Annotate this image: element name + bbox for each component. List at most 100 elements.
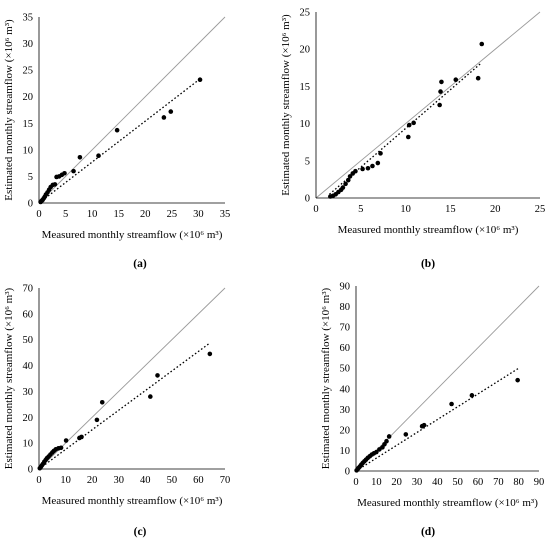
y-tick-label-3: 15: [23, 119, 34, 130]
chart-panel-3: 0 10 20 30 40 50 60 70 80 90 0 10 20 30 40 50 60 70 80 90 Me…: [320, 282, 544, 539]
y-tick-label-4: 40: [23, 361, 34, 372]
y-tick-label-0: 0: [305, 194, 310, 205]
y-tick-label-1: 10: [23, 439, 34, 450]
x-tick-label-1: 5: [63, 209, 68, 220]
y-tick-label-0: 0: [345, 467, 350, 478]
data-point-17: [94, 417, 100, 423]
x-tick-label-6: 60: [193, 475, 204, 486]
x-tick-label-3: 30: [412, 477, 423, 488]
x-tick-label-4: 20: [490, 204, 501, 215]
x-tick-label-8: 80: [513, 477, 524, 488]
trendline: [355, 367, 520, 472]
x-tick-label-7: 70: [493, 477, 504, 488]
data-point-20: [168, 109, 174, 114]
y-tick-label-3: 30: [23, 387, 34, 398]
x-tick-label-0: 0: [36, 475, 41, 486]
reference-line-1to1: [38, 16, 226, 204]
data-point-13: [58, 445, 64, 451]
data-point-21: [439, 79, 444, 85]
data-point-11: [360, 166, 365, 172]
x-tick-label-2: 20: [87, 475, 98, 486]
y-tick-label-2: 20: [340, 425, 351, 436]
x-tick-label-7: 35: [220, 209, 231, 220]
x-tick-label-5: 25: [167, 209, 178, 220]
y-axis-label: Estimated monthly streamflow (×10⁶ m³): [280, 14, 292, 196]
data-point-18: [114, 127, 120, 133]
data-point-21: [197, 77, 203, 83]
x-tick-label-6: 60: [473, 477, 484, 488]
data-point-10: [52, 182, 58, 187]
trendline: [38, 343, 210, 470]
reference-line-1to1: [315, 11, 541, 199]
data-point-19: [148, 394, 153, 399]
panel-label: (a): [133, 258, 147, 270]
x-axis-label: Measured monthly streamflow (×10⁶ m³): [42, 229, 223, 241]
data-point-14: [63, 438, 69, 443]
y-tick-label-4: 40: [340, 384, 351, 395]
data-point-21: [449, 401, 454, 407]
data-point-23: [475, 75, 481, 81]
data-point-7: [345, 177, 351, 183]
x-axis-label: Measured monthly streamflow (×10⁶ m³): [357, 497, 538, 509]
data-point-10: [353, 168, 358, 174]
chart-panel-1: 0 5 10 15 20 25 0 5 10 15 20 25 Measured monthly str…: [280, 8, 545, 271]
y-tick-label-2: 10: [23, 145, 34, 156]
y-tick-label-3: 30: [340, 405, 351, 416]
data-point-18: [411, 120, 416, 126]
y-tick-label-9: 90: [340, 282, 351, 293]
y-tick-label-2: 20: [23, 413, 34, 424]
x-tick-label-6: 30: [193, 209, 204, 220]
data-point-17: [386, 434, 392, 439]
data-point-20: [421, 422, 427, 428]
x-tick-label-7: 70: [220, 475, 231, 486]
panel-label: (d): [421, 526, 435, 538]
x-tick-label-3: 30: [113, 475, 124, 486]
y-tick-label-6: 60: [340, 343, 351, 354]
reference-line-1to1: [38, 287, 226, 470]
chart-panel-2: 0 10 20 30 40 50 60 70 0 10 20 30 40 50 60 70 Measured m…: [3, 284, 230, 539]
x-axis-label: Measured monthly streamflow (×10⁶ m³): [338, 224, 519, 236]
x-tick-label-2: 10: [400, 204, 411, 215]
data-point-17: [406, 122, 412, 128]
y-tick-label-7: 35: [23, 13, 34, 24]
data-point-17: [96, 153, 101, 159]
data-point-20: [155, 373, 160, 378]
y-tick-label-4: 20: [23, 92, 34, 103]
y-tick-label-0: 0: [28, 199, 33, 210]
y-tick-label-5: 50: [23, 335, 34, 346]
y-tick-label-6: 30: [23, 39, 34, 50]
x-tick-label-0: 0: [36, 209, 41, 220]
x-tick-label-0: 0: [313, 204, 318, 215]
data-point-16: [384, 438, 389, 444]
y-tick-label-4: 20: [300, 45, 311, 56]
data-point-22: [469, 393, 475, 398]
data-point-18: [403, 432, 409, 437]
x-tick-label-9: 90: [534, 477, 545, 488]
data-point-22: [453, 77, 459, 83]
data-point-18: [99, 399, 105, 405]
data-point-19: [161, 115, 167, 120]
y-tick-label-2: 10: [300, 119, 311, 130]
data-point-8: [347, 174, 353, 179]
y-tick-label-8: 80: [340, 302, 351, 313]
data-point-12: [365, 165, 371, 171]
x-tick-label-4: 40: [140, 475, 151, 486]
x-tick-label-4: 20: [140, 209, 151, 220]
data-point-15: [378, 151, 383, 156]
data-point-12: [374, 449, 379, 455]
x-tick-label-1: 5: [358, 204, 363, 215]
x-tick-label-3: 15: [445, 204, 456, 215]
y-tick-label-1: 5: [28, 172, 33, 183]
trendline: [329, 62, 483, 195]
data-point-20: [438, 89, 443, 94]
y-tick-label-7: 70: [23, 284, 34, 295]
x-tick-label-5: 50: [167, 475, 178, 486]
data-point-16: [405, 134, 411, 140]
chart-panel-0: 0 5 10 15 20 25 30 35 0 5 10 15 20 25 30 35 Measured mon…: [3, 13, 230, 271]
x-tick-label-5: 25: [535, 204, 546, 215]
data-point-13: [370, 163, 375, 169]
y-tick-label-1: 10: [340, 446, 351, 457]
x-axis-label: Measured monthly streamflow (×10⁶ m³): [42, 495, 223, 507]
y-axis-label: Estimated monthly streamflow (×10⁶ m³): [3, 19, 15, 201]
data-point-15: [71, 168, 76, 174]
